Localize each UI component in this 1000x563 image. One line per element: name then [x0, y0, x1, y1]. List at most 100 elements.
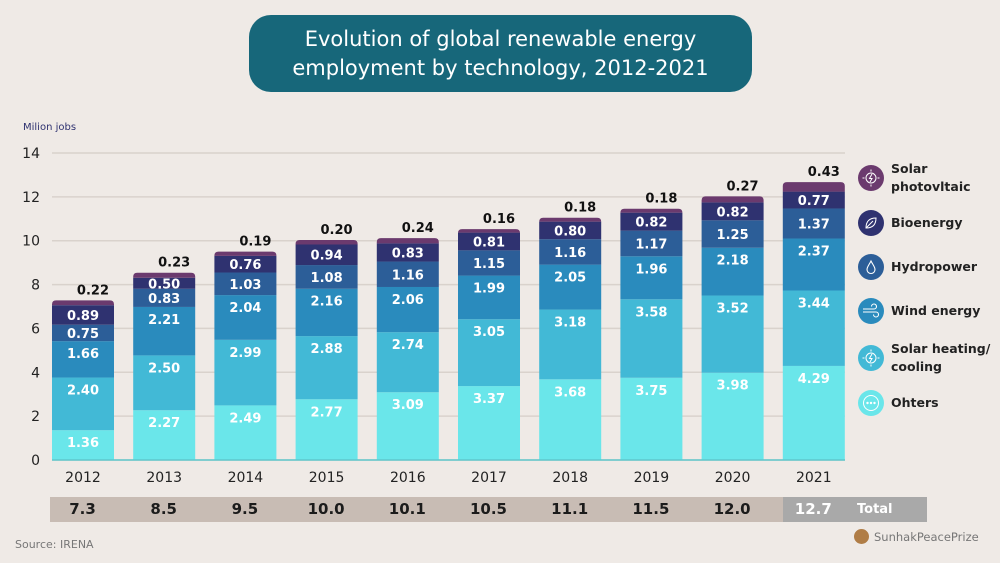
leaf-icon	[858, 210, 884, 236]
total-value: 10.5	[469, 500, 507, 518]
data-label: 2.18	[717, 254, 749, 269]
bar-segment	[376, 243, 439, 262]
totals-row: Total 7.3 8.5 9.5 10.0 10.1 10.5 11.1 11.5 12.0 1…	[50, 497, 927, 522]
bar-segment	[620, 377, 683, 460]
bar-segment	[295, 265, 358, 289]
total-value: 10.1	[388, 500, 426, 518]
bar-segment	[52, 341, 114, 378]
chart-title: Evolution of global renewable energy emp…	[249, 15, 752, 92]
bar-segment	[539, 264, 602, 310]
chart-title-line2: employment by technology, 2012-2021	[292, 55, 709, 80]
total-value: 8.5	[150, 500, 177, 518]
bar-segment	[52, 305, 114, 325]
legend-label-line2: photovltaic	[891, 179, 971, 194]
data-label: 1.99	[473, 282, 505, 297]
bar-segment	[133, 277, 196, 289]
data-label: 0.81	[473, 235, 505, 250]
totals-highlight	[783, 497, 927, 522]
data-label: 2.06	[392, 293, 424, 308]
bar-segment	[539, 309, 602, 380]
source-note: Source: IRENA	[15, 538, 94, 551]
bar-segment	[539, 239, 602, 265]
data-label: 3.58	[635, 305, 667, 320]
legend-label: Bioenergy	[891, 215, 963, 230]
data-label: 0.82	[635, 216, 667, 231]
data-label: 1.36	[67, 436, 99, 451]
bar-segment	[295, 336, 358, 400]
x-tick-label: 2012	[65, 470, 101, 486]
x-tick-label: 2019	[634, 470, 670, 486]
legend-item-bioenergy: Bioenergy	[858, 210, 963, 236]
legend-label: Solar	[891, 161, 928, 176]
bar-segment	[701, 220, 764, 248]
data-label: 0.94	[311, 249, 343, 264]
data-label: 3.98	[717, 379, 749, 394]
legend-label: Hydropower	[891, 259, 978, 274]
chart-title-line1: Evolution of global renewable energy	[304, 26, 697, 51]
brand-name: SunhakPeacePrize	[874, 529, 979, 544]
data-label: 2.88	[311, 342, 343, 357]
bar-segment	[376, 392, 439, 460]
total-value: 9.5	[231, 500, 259, 518]
bar-segment	[295, 244, 358, 266]
bar-segment	[701, 295, 764, 373]
y-tick-label: 6	[31, 321, 40, 337]
x-tick-label: 2015	[309, 470, 345, 486]
data-label: 0.23	[158, 256, 190, 271]
data-label: 1.37	[798, 218, 830, 233]
data-label: 2.49	[229, 411, 261, 426]
data-label: 2.50	[148, 361, 180, 376]
data-label: 3.05	[473, 325, 505, 340]
data-label: 0.43	[808, 165, 840, 180]
wind-icon	[858, 298, 884, 324]
bar-segment	[376, 286, 439, 333]
y-tick-label: 8	[31, 278, 40, 294]
data-label: 0.50	[148, 277, 180, 292]
bar-segment	[620, 256, 683, 300]
x-tick-label: 2013	[146, 470, 182, 486]
data-label: 3.52	[717, 302, 749, 317]
bar-segment	[782, 191, 845, 209]
bar-segment	[214, 272, 277, 296]
bar-segment	[620, 212, 683, 231]
bar-segment	[214, 251, 277, 256]
totals-label: Total	[857, 502, 893, 517]
x-tick-label: 2021	[796, 470, 832, 486]
data-label: 1.66	[67, 347, 99, 362]
total-value: 11.5	[632, 500, 670, 518]
data-label: 1.16	[392, 268, 424, 283]
data-label: 2.40	[67, 384, 99, 399]
data-label: 0.83	[392, 246, 424, 261]
bar-segment	[52, 377, 114, 431]
data-label: 0.24	[402, 221, 434, 236]
y-axis-label: Milion jobs	[23, 122, 76, 133]
data-label: 3.09	[392, 398, 424, 413]
data-label: 3.18	[554, 316, 586, 331]
legend-label-line2: cooling	[891, 359, 943, 374]
data-label: 1.25	[717, 228, 749, 243]
bar-segment	[701, 202, 764, 221]
bar-segment	[214, 339, 277, 406]
bar-segment	[214, 405, 277, 460]
bar-segment	[52, 300, 114, 306]
x-tick-label: 2014	[228, 470, 264, 486]
bar-segment	[701, 372, 764, 460]
bar-segment	[701, 247, 764, 296]
bar-segment	[295, 399, 358, 460]
bar-segment	[133, 288, 196, 307]
bar-segment	[782, 290, 845, 366]
y-tick-label: 0	[31, 453, 40, 469]
data-label: 1.16	[554, 246, 586, 261]
bar-segment	[458, 275, 520, 320]
y-tick-label: 10	[22, 234, 40, 250]
data-label: 0.77	[798, 194, 830, 209]
data-label: 1.96	[635, 262, 667, 277]
bar-segment	[539, 379, 602, 460]
bar-segment	[458, 250, 520, 276]
total-value: 11.1	[551, 500, 589, 518]
x-tick-label: 2017	[471, 470, 507, 486]
y-tick-label: 2	[31, 409, 40, 425]
data-label: 1.08	[311, 271, 343, 286]
data-label: 0.20	[321, 223, 353, 238]
y-tick-label: 12	[22, 190, 40, 206]
